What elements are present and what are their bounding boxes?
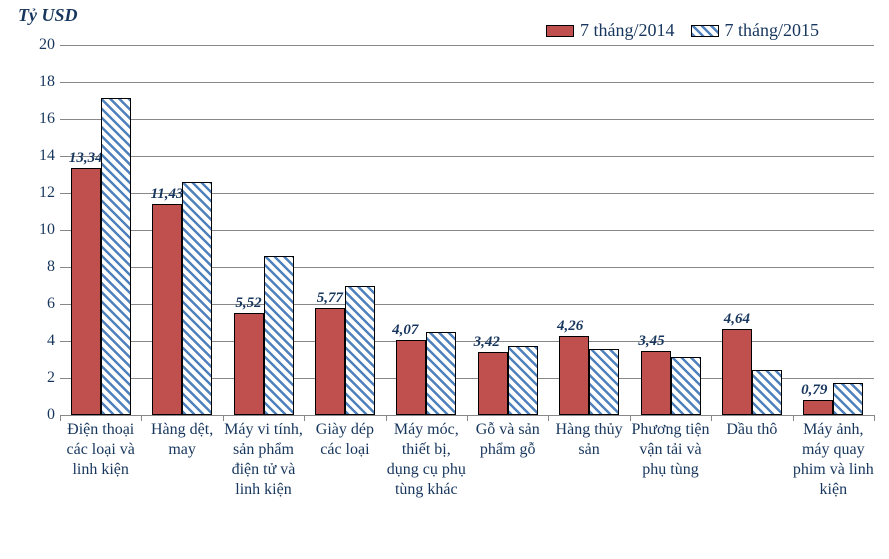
value-label-2014: 5,52: [235, 295, 261, 312]
bar-group: 5,776,97: [315, 286, 375, 415]
bar-2014: 3,45: [641, 351, 671, 415]
y-tick-label: 10: [30, 221, 55, 239]
category-label: Máy ảnh, máy quay phim và linh kiện: [793, 420, 874, 500]
bar-group: 0,791,71: [803, 383, 863, 415]
bar-group: 5,528,58: [234, 256, 294, 415]
bar-2015: 12,61: [182, 182, 212, 415]
category-label: Máy vi tính, sản phẩm điện tử và linh ki…: [223, 420, 304, 500]
y-tick-label: 14: [30, 147, 55, 165]
bar-2014: 13,34: [71, 168, 101, 415]
legend-item-2015: 7 tháng/2015: [691, 20, 820, 41]
bar-2015: 1,71: [833, 383, 863, 415]
value-label-2014: 13,34: [69, 150, 103, 167]
bar-2014: 4,07: [396, 340, 426, 415]
category-label: Phương tiện vận tải và phụ tùng: [630, 420, 711, 480]
bar-2014: 4,26: [559, 336, 589, 415]
bar-group: 11,4312,61: [152, 182, 212, 415]
category-label: Máy móc, thiết bị, dụng cụ phụ tùng khác: [386, 420, 467, 500]
category-label: Dầu thô: [711, 420, 792, 440]
bar-group: 13,3417,15: [71, 98, 131, 415]
bar-2015: 4,49: [426, 332, 456, 415]
bar-group: 3,423,75: [478, 346, 538, 415]
grid-line: [60, 119, 874, 120]
grid-line: [60, 156, 874, 157]
bar-group: 3,453,12: [641, 351, 701, 415]
value-label-2014: 3,45: [638, 333, 664, 350]
category-label: Hàng thủy sản: [548, 420, 629, 460]
plot-area: 0246810121416182013,3417,1511,4312,615,5…: [60, 45, 874, 415]
y-tick-label: 16: [30, 110, 55, 128]
bar-2015: 8,58: [264, 256, 294, 415]
bar-group: 4,074,49: [396, 332, 456, 415]
export-chart: Tỷ USD 7 tháng/2014 7 tháng/2015 0 2 4 6 8 10…: [0, 0, 889, 559]
bar-group: 4,263,58: [559, 336, 619, 415]
legend-item-2014: 7 tháng/2014: [546, 20, 675, 41]
y-tick-label: 18: [30, 73, 55, 91]
y-tick-label: 2: [30, 369, 55, 387]
value-label-2014: 5,77: [317, 290, 343, 307]
category-label: Hàng dệt, may: [141, 420, 222, 460]
value-label-2014: 4,26: [557, 318, 583, 335]
legend-label-2014: 7 tháng/2014: [580, 20, 675, 41]
y-tick-label: 8: [30, 258, 55, 276]
bar-2015: 6,97: [345, 286, 375, 415]
legend-swatch-2015: [691, 25, 719, 37]
bar-2015: 3,12: [671, 357, 701, 415]
bar-2015: 3,58: [589, 349, 619, 415]
y-tick-label: 20: [30, 36, 55, 54]
bar-group: 4,642,46: [722, 329, 782, 415]
legend-label-2015: 7 tháng/2015: [725, 20, 820, 41]
tick-mark: [874, 415, 875, 421]
value-label-2014: 3,42: [474, 334, 500, 351]
y-tick-label: 0: [30, 406, 55, 424]
legend-swatch-2014: [546, 25, 574, 37]
category-label: Gỗ và sản phẩm gỗ: [467, 420, 548, 460]
bar-2014: 11,43: [152, 204, 182, 415]
category-label: Điện thoại các loại và linh kiện: [60, 420, 141, 480]
bar-2015: 17,15: [101, 98, 131, 415]
category-label: Giày dép các loại: [304, 420, 385, 460]
bar-2014: 5,52: [234, 313, 264, 415]
value-label-2014: 4,64: [724, 311, 750, 328]
bar-2015: 3,75: [508, 346, 538, 415]
grid-line: [60, 45, 874, 46]
y-tick-label: 6: [30, 295, 55, 313]
bar-2014: 3,42: [478, 352, 508, 415]
bar-2014: 0,79: [803, 400, 833, 415]
y-tick-label: 4: [30, 332, 55, 350]
legend: 7 tháng/2014 7 tháng/2015: [546, 20, 819, 41]
value-label-2014: 0,79: [801, 382, 827, 399]
value-label-2014: 11,43: [151, 186, 184, 203]
bar-2014: 4,64: [722, 329, 752, 415]
y-tick-label: 12: [30, 184, 55, 202]
bar-2014: 5,77: [315, 308, 345, 415]
grid-line: [60, 82, 874, 83]
value-label-2014: 4,07: [392, 322, 418, 339]
y-axis-title: Tỷ USD: [18, 5, 78, 26]
bar-2015: 2,46: [752, 370, 782, 416]
